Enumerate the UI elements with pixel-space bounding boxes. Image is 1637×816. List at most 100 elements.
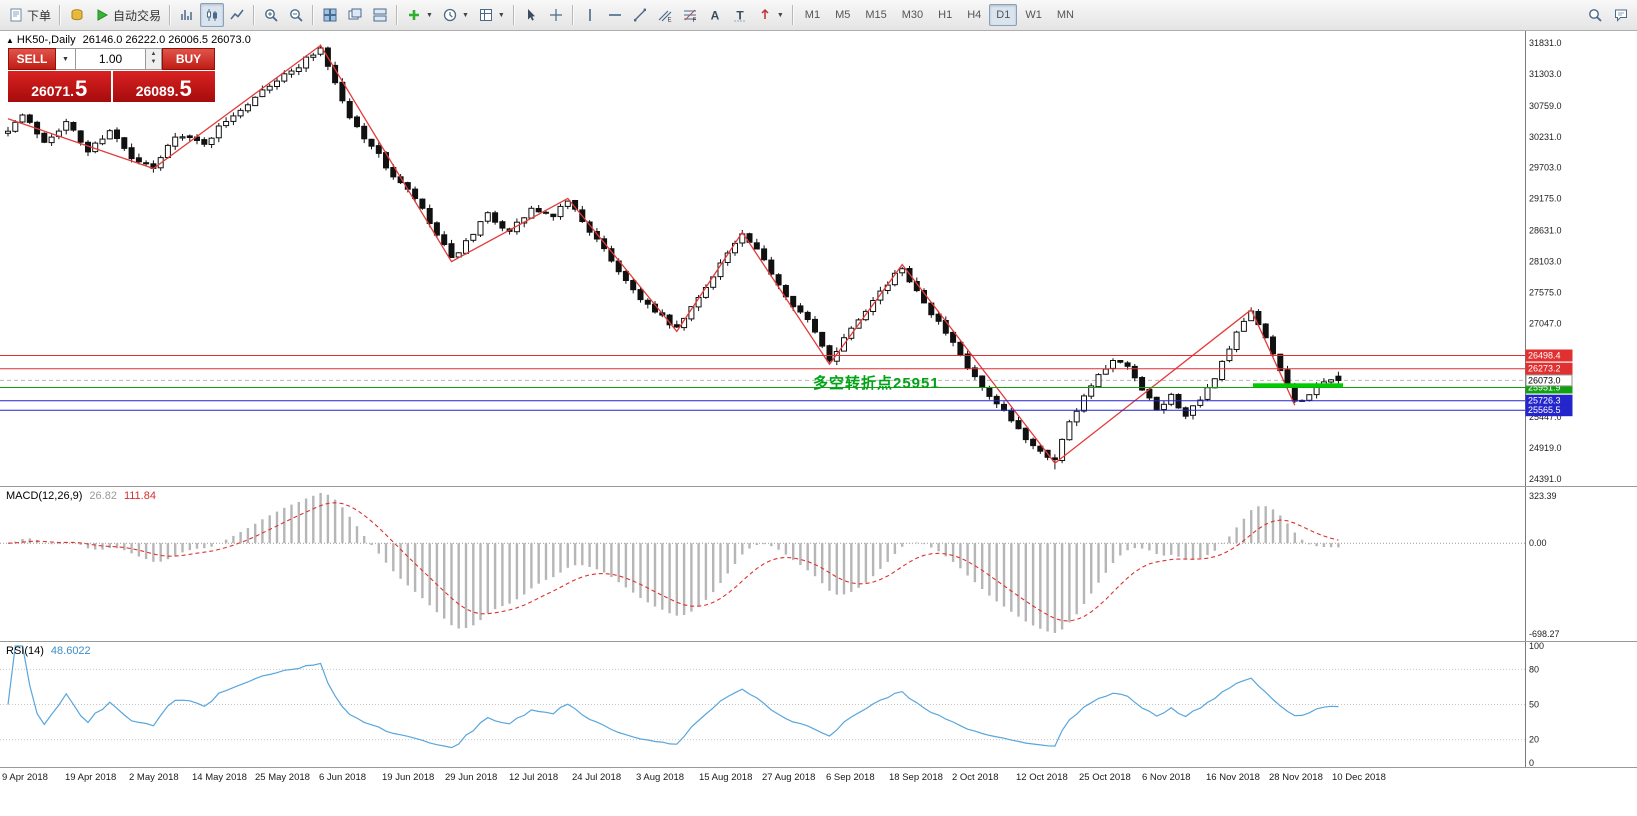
svg-text:E: E (667, 18, 671, 24)
volume-stepper[interactable] (146, 48, 162, 70)
periods-button[interactable]: ▼ (438, 3, 473, 27)
date-label: 6 Jun 2018 (319, 772, 367, 783)
pane-separator[interactable] (0, 486, 1637, 487)
trade-history-button[interactable] (65, 3, 89, 27)
timeframe-button-m30[interactable]: M30 (901, 9, 924, 21)
cursor-arrow-icon (527, 9, 535, 21)
line-chart-button[interactable] (225, 3, 249, 27)
toolbar-separator (571, 5, 574, 25)
date-label: 12 Jul 2018 (509, 772, 559, 783)
svg-text:T: T (736, 9, 744, 23)
chevron-down-icon: ▼ (776, 11, 784, 19)
volume-dropdown-button[interactable] (56, 48, 76, 70)
pane-separator[interactable] (0, 641, 1637, 642)
zoom-in-button[interactable] (259, 3, 283, 27)
indicators-button[interactable]: ▼ (402, 3, 437, 27)
tile-windows-button[interactable] (318, 3, 342, 27)
candlestick-chart-button[interactable] (200, 3, 225, 27)
toolbar-separator (396, 5, 399, 25)
templates-button[interactable]: ▼ (474, 3, 509, 27)
indicators-plus-icon (409, 10, 420, 20)
buy-price-big-digit: 5 (179, 76, 192, 102)
date-label: 14 May 2018 (192, 772, 247, 783)
timeframe-button-d1[interactable]: D1 (989, 4, 1018, 26)
toolbar-separator (791, 5, 794, 25)
rsi-pane[interactable]: 100 80 50 20 0 (0, 642, 1637, 767)
timeframe-button-m15[interactable]: M15 (865, 9, 887, 21)
timeframe-button-m5[interactable]: M5 (835, 9, 851, 21)
search-button[interactable] (1583, 3, 1607, 27)
macd-scale-top: 323.39 (1529, 491, 1557, 501)
macd-name: MACD(12,26,9) (6, 490, 83, 502)
macd-histogram (14, 493, 1340, 633)
svg-text:25565.5: 25565.5 (1528, 405, 1561, 415)
arrows-tool-button[interactable]: ▼ (753, 3, 788, 27)
horizontal-line-tool-button[interactable] (603, 3, 627, 27)
support-highlight-segment[interactable] (1253, 383, 1343, 388)
volume-input[interactable]: 1.00 (76, 48, 146, 70)
cascade-windows-button[interactable] (343, 3, 367, 27)
svg-text:26498.4: 26498.4 (1528, 351, 1561, 361)
time-axis[interactable]: 9 Apr 2018 19 Apr 2018 2 May 2018 14 May 20… (0, 768, 1637, 790)
macd-label: MACD(12,26,9) 26.82 111.84 (6, 490, 156, 502)
macd-signal-line (7, 502, 1339, 622)
pane-separator[interactable] (0, 767, 1637, 768)
chat-bubble-icon (1615, 9, 1627, 22)
chat-button[interactable] (1609, 3, 1633, 27)
date-label: 24 Jul 2018 (572, 772, 622, 783)
date-label: 27 Aug 2018 (762, 772, 816, 783)
date-label: 12 Oct 2018 (1016, 772, 1068, 783)
macd-signal-value: 111.84 (123, 490, 156, 502)
date-label: 6 Sep 2018 (826, 772, 875, 783)
autotrading-label: 自动交易 (113, 8, 162, 23)
rsi-line (7, 645, 1339, 749)
toolbar-separator (512, 5, 515, 25)
timeframe-button-h1[interactable]: H1 (938, 9, 953, 21)
new-order-button[interactable]: 下单 (4, 3, 55, 27)
tile-windows-icon (323, 8, 337, 22)
date-label: 9 Apr 2018 (2, 772, 48, 783)
timeframe-button-m1[interactable]: M1 (804, 9, 821, 21)
buy-button[interactable]: BUY (162, 48, 215, 70)
macd-value: 26.82 (89, 490, 117, 502)
rsi-scale-label: 0 (1529, 758, 1534, 767)
rsi-scale-label: 80 (1529, 664, 1539, 674)
timeframe-button-mn[interactable]: MN (1056, 9, 1074, 21)
sell-price-big-digit: 5 (75, 76, 88, 102)
buy-price-main: 26089. (135, 83, 179, 99)
rsi-label: RSI(14) 48.6022 (6, 645, 91, 657)
sell-price-display[interactable]: 26071. 5 (8, 71, 111, 102)
macd-scale-bottom: -698.27 (1529, 629, 1560, 639)
one-click-collapse-icon[interactable]: ▲ (6, 36, 14, 45)
chart-text-annotation[interactable]: 多空转折点25951 (813, 375, 940, 392)
vertical-line-tool-button[interactable] (578, 3, 602, 27)
main-chart-pane[interactable]: 31831.0 31303.0 30759.0 30231.0 29703.0 29175… (0, 31, 1637, 486)
label-tool-button[interactable]: T (728, 3, 752, 27)
text-tool-button[interactable]: A (703, 3, 727, 27)
timeframe-button-h4[interactable]: H4 (967, 9, 982, 21)
clock-icon (443, 8, 457, 22)
timeframe-button-w1[interactable]: W1 (1025, 9, 1042, 21)
svg-text:26073.0: 26073.0 (1528, 375, 1561, 385)
crosshair-button[interactable] (544, 3, 568, 27)
arrow-marker-icon (761, 8, 769, 19)
zoom-out-button[interactable] (284, 3, 308, 27)
macd-pane[interactable]: 323.39 0.00 -698.27 (0, 487, 1637, 641)
channel-tool-button[interactable]: E (653, 3, 677, 27)
macd-scale-zero: 0.00 (1529, 538, 1547, 548)
price-tick-label: 29703.0 (1529, 163, 1562, 173)
sell-button[interactable]: SELL (8, 48, 56, 70)
bar-chart-button[interactable] (175, 3, 199, 27)
date-label: 29 Jun 2018 (445, 772, 498, 783)
tile-horizontal-button[interactable] (368, 3, 392, 27)
rsi-scale-label: 20 (1529, 735, 1539, 745)
cursor-button[interactable] (519, 3, 543, 27)
fibonacci-tool-button[interactable]: F (678, 3, 702, 27)
trendline-tool-button[interactable] (628, 3, 652, 27)
zigzag-line[interactable] (7, 44, 1296, 465)
autotrading-button[interactable]: 自动交易 (90, 3, 165, 27)
bar-chart-icon (181, 10, 192, 20)
trendline-icon (633, 8, 646, 22)
chart-window[interactable]: ▲ HK50-,Daily 26146.0 26222.0 26006.5 2607… (0, 31, 1637, 816)
buy-price-display[interactable]: 26089. 5 (112, 71, 215, 102)
